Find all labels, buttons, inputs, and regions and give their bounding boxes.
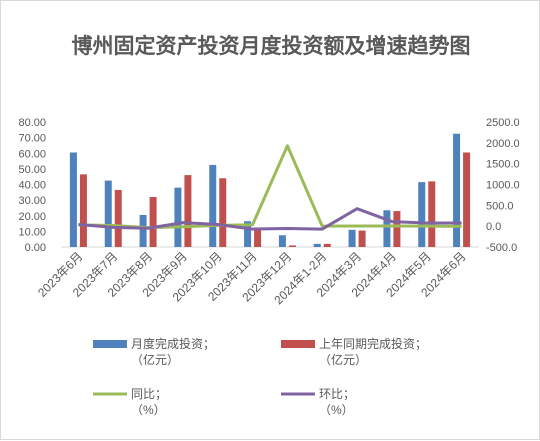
- legend-label: 环比；: [319, 387, 355, 401]
- legend-label-unit: （%）: [131, 403, 166, 417]
- bar-monthly-investment: [279, 235, 286, 247]
- left-axis-tick-label: 60.00: [18, 148, 46, 160]
- legend-swatch: [93, 340, 127, 348]
- legend-label-unit: （%）: [319, 403, 354, 417]
- bar-last-year-investment: [115, 190, 122, 247]
- bar-last-year-investment: [324, 244, 331, 247]
- bar-last-year-investment: [463, 152, 470, 247]
- bar-monthly-investment: [418, 182, 425, 247]
- bar-monthly-investment: [453, 134, 460, 247]
- left-axis-tick-label: 40.00: [18, 180, 46, 192]
- bar-monthly-investment: [209, 165, 216, 247]
- bar-last-year-investment: [219, 178, 226, 247]
- bar-monthly-investment: [140, 215, 147, 247]
- left-axis-tick-label: 50.00: [18, 164, 46, 176]
- bar-last-year-investment: [359, 231, 366, 247]
- line-yoy-series: [78, 146, 461, 228]
- bar-last-year-investment: [393, 211, 400, 247]
- bar-monthly-investment: [383, 210, 390, 247]
- legend-label: 上年同期完成投资；: [319, 336, 427, 351]
- right-axis-tick-label: 1000.0: [486, 180, 520, 192]
- right-axis-tick-label: 0.0: [486, 221, 501, 233]
- bar-monthly-investment: [349, 230, 356, 247]
- legend-label-unit: （亿元）: [131, 352, 179, 367]
- bar-last-year-investment: [289, 245, 296, 247]
- bar-last-year-investment: [150, 197, 157, 247]
- bar-last-year-investment: [80, 174, 87, 247]
- left-axis-tick-label: 70.00: [18, 133, 46, 145]
- right-axis-tick-label: 1500.0: [486, 159, 520, 171]
- bar-monthly-investment: [314, 244, 321, 247]
- legend-label: 月度完成投资；: [131, 336, 215, 351]
- bar-monthly-investment: [105, 181, 112, 247]
- bar-last-year-investment: [184, 175, 191, 247]
- bar-last-year-investment: [428, 181, 435, 247]
- bar-monthly-investment: [174, 188, 181, 247]
- left-axis-tick-label: 20.00: [18, 211, 46, 223]
- left-axis-tick-label: 80.00: [18, 117, 46, 129]
- legend-label: 同比；: [131, 387, 167, 401]
- left-axis-tick-label: 0.00: [25, 242, 46, 254]
- legend-label-unit: （亿元）: [319, 352, 367, 367]
- bar-monthly-investment: [70, 152, 77, 247]
- left-axis-tick-label: 30.00: [18, 195, 46, 207]
- right-axis-tick-label: 500.0: [486, 200, 514, 212]
- left-axis-tick-label: 10.00: [18, 226, 46, 238]
- right-axis-tick-label: -500.0: [486, 242, 517, 254]
- right-axis-tick-label: 2500.0: [486, 117, 520, 129]
- legend-swatch: [281, 340, 315, 348]
- right-axis-tick-label: 2000.0: [486, 138, 520, 150]
